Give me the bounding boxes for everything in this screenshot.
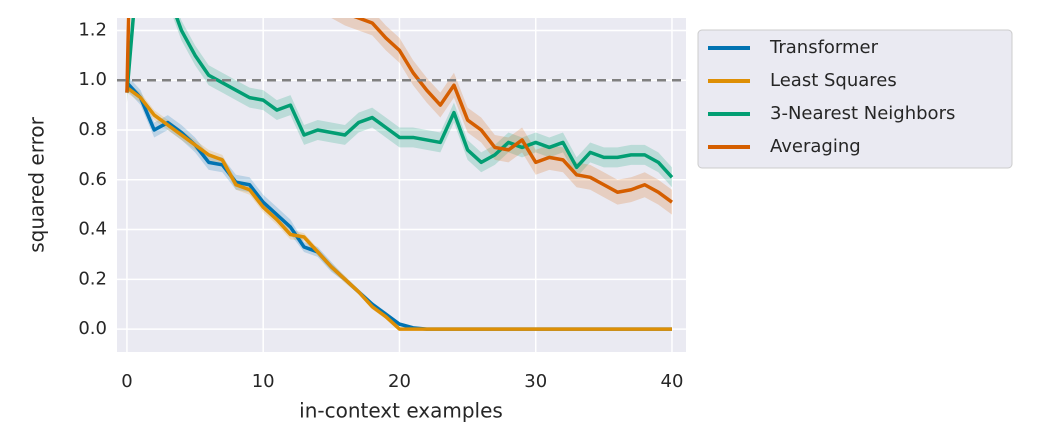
x-tick-label: 0 <box>121 371 132 392</box>
y-tick-label: 0.4 <box>78 219 107 240</box>
error-band <box>126 18 672 215</box>
series-line <box>125 18 674 179</box>
x-tick-label: 10 <box>252 371 275 392</box>
x-axis-label: in-context examples <box>299 399 503 423</box>
y-tick-label: 0.0 <box>78 318 107 339</box>
series-line <box>125 18 673 204</box>
legend-label: Averaging <box>770 136 861 157</box>
x-tick-label: 40 <box>661 371 684 392</box>
series-line <box>125 86 672 331</box>
legend <box>697 29 1013 169</box>
x-tick-label: 20 <box>388 371 411 392</box>
x-tick-label: 30 <box>524 371 547 392</box>
legend-label: 3-Nearest Neighbors <box>770 103 955 124</box>
plot-area <box>117 18 686 352</box>
y-tick-label: 1.2 <box>78 19 107 40</box>
y-axis-label: squared error <box>25 116 49 252</box>
y-tick-label: 0.2 <box>78 268 107 289</box>
y-tick-label: 0.8 <box>78 119 107 140</box>
y-tick-label: 0.6 <box>78 169 107 190</box>
legend-label: Least Squares <box>770 70 897 91</box>
y-tick-label: 1.0 <box>78 69 107 90</box>
legend-label: Transformer <box>769 37 879 58</box>
error-band <box>126 18 672 188</box>
